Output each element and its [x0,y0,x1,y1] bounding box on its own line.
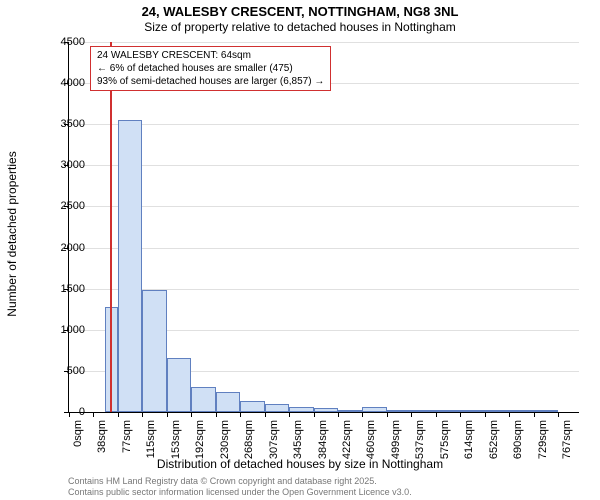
chart-footer: Contains HM Land Registry data © Crown c… [68,476,412,498]
histogram-bar [265,404,289,412]
chart-container: 24, WALESBY CRESCENT, NOTTINGHAM, NG8 3N… [0,0,600,500]
y-axis-label: Number of detached properties [5,151,19,316]
chart-title-main: 24, WALESBY CRESCENT, NOTTINGHAM, NG8 3N… [0,4,600,19]
xtick-mark [387,412,388,417]
xtick-label: 460sqm [365,420,377,459]
xtick-label: 345sqm [292,420,304,459]
histogram-bar [167,358,192,412]
xtick-mark [191,412,192,417]
histogram-bar [191,387,215,412]
histogram-bar [460,410,484,412]
xtick-mark [265,412,266,417]
xtick-label: 652sqm [488,420,500,459]
ytick-label: 2000 [61,242,85,254]
ytick-label: 3500 [61,118,85,130]
xtick-mark [436,412,437,417]
histogram-bar [436,410,461,412]
gridline-h [69,165,579,166]
xtick-label: 192sqm [194,420,206,459]
xtick-label: 614sqm [463,420,475,459]
histogram-bar [289,407,314,412]
chart-title-sub: Size of property relative to detached ho… [0,20,600,34]
xtick-label: 422sqm [341,420,353,459]
xtick-label: 767sqm [561,420,573,459]
gridline-h [69,248,579,249]
xtick-label: 77sqm [121,420,133,453]
xtick-mark [69,412,70,417]
histogram-bar [118,120,142,412]
xtick-mark [289,412,290,417]
ytick-label: 4000 [61,77,85,89]
annotation-line1: 24 WALESBY CRESCENT: 64sqm [97,49,324,62]
xtick-mark [362,412,363,417]
xtick-label: 537sqm [414,420,426,459]
xtick-label: 153sqm [170,420,182,459]
gridline-h [69,42,579,43]
marker-line [110,42,112,412]
xtick-mark [314,412,315,417]
plot-area [68,42,579,413]
xtick-label: 115sqm [145,420,157,458]
xtick-label: 690sqm [512,420,524,459]
histogram-bar [485,410,509,412]
xtick-mark [509,412,510,417]
xtick-mark [534,412,535,417]
ytick-label: 0 [79,406,85,418]
histogram-bar [411,410,435,412]
histogram-bar [534,410,558,412]
xtick-label: 499sqm [390,420,402,459]
annotation-line2: ← 6% of detached houses are smaller (475… [97,62,324,75]
histogram-bar [216,392,240,412]
xtick-mark [240,412,241,417]
xtick-label: 729sqm [537,420,549,459]
footer-line2: Contains public sector information licen… [68,487,412,498]
ytick-label: 1500 [61,283,85,295]
xtick-mark [93,412,94,417]
footer-line1: Contains HM Land Registry data © Crown c… [68,476,412,487]
xtick-mark [460,412,461,417]
ytick-label: 500 [67,365,85,377]
xtick-label: 230sqm [219,420,231,459]
histogram-bar [314,408,338,412]
xtick-label: 575sqm [439,420,451,459]
ytick-label: 1000 [61,324,85,336]
annotation-box: 24 WALESBY CRESCENT: 64sqm ← 6% of detac… [90,46,331,91]
gridline-h [69,124,579,125]
xtick-label: 384sqm [317,420,329,459]
xtick-mark [118,412,119,417]
ytick-label: 2500 [61,200,85,212]
xtick-label: 268sqm [243,420,255,459]
ytick-label: 3000 [61,159,85,171]
annotation-line3: 93% of semi-detached houses are larger (… [97,75,324,88]
xtick-label: 38sqm [96,420,108,453]
histogram-bar [362,407,387,412]
xtick-mark [338,412,339,417]
xtick-label: 0sqm [72,420,84,447]
ytick-label: 4500 [61,36,85,48]
histogram-bar [338,410,362,412]
xtick-mark [216,412,217,417]
xtick-mark [558,412,559,417]
gridline-h [69,206,579,207]
histogram-bar [509,410,534,412]
xtick-mark [411,412,412,417]
xtick-mark [485,412,486,417]
xtick-label: 307sqm [268,420,280,459]
xtick-mark [142,412,143,417]
histogram-bar [240,401,265,412]
histogram-bar [142,290,166,412]
histogram-bar [387,410,411,412]
xtick-mark [167,412,168,417]
